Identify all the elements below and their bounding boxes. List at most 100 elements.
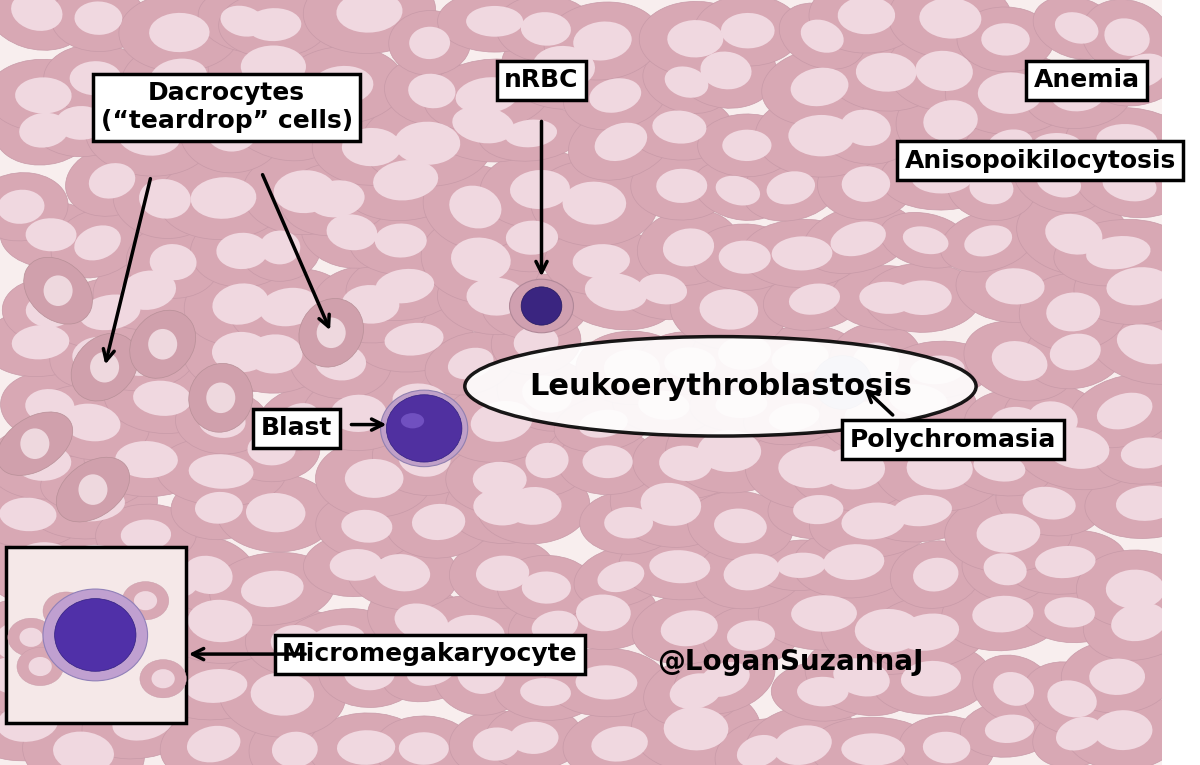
Ellipse shape [0,426,100,499]
Ellipse shape [1055,12,1098,44]
Ellipse shape [697,430,761,472]
Ellipse shape [206,382,235,413]
Ellipse shape [883,341,992,399]
Ellipse shape [449,186,502,229]
Ellipse shape [700,662,750,697]
Ellipse shape [84,422,209,496]
Ellipse shape [0,481,85,548]
Ellipse shape [194,492,242,524]
Ellipse shape [973,655,1055,723]
Ellipse shape [449,711,542,765]
Ellipse shape [703,605,799,666]
Ellipse shape [1116,486,1178,521]
Ellipse shape [386,395,462,462]
Ellipse shape [548,576,659,649]
Ellipse shape [1094,422,1199,484]
Ellipse shape [154,652,278,720]
Ellipse shape [449,538,556,608]
Ellipse shape [763,268,865,330]
Ellipse shape [212,283,269,324]
Ellipse shape [1106,570,1165,609]
Ellipse shape [674,33,778,109]
Ellipse shape [115,441,178,478]
Ellipse shape [506,220,558,255]
Ellipse shape [408,73,456,109]
Ellipse shape [509,290,562,323]
Ellipse shape [480,151,600,229]
Ellipse shape [986,129,1033,161]
Ellipse shape [409,27,450,59]
Ellipse shape [90,352,119,382]
Ellipse shape [43,44,148,112]
Ellipse shape [863,479,982,542]
Ellipse shape [664,707,728,750]
Ellipse shape [497,357,598,431]
Ellipse shape [530,160,658,246]
Ellipse shape [1048,680,1097,718]
Ellipse shape [121,519,172,550]
Ellipse shape [184,555,233,594]
Ellipse shape [119,0,240,72]
Ellipse shape [316,440,433,517]
Ellipse shape [589,78,641,112]
Ellipse shape [407,654,456,686]
Ellipse shape [104,363,221,434]
Ellipse shape [744,705,860,765]
Ellipse shape [724,554,780,591]
Ellipse shape [246,8,301,41]
Ellipse shape [25,218,77,252]
Ellipse shape [82,685,204,759]
Ellipse shape [482,274,589,340]
Ellipse shape [55,601,78,620]
Ellipse shape [25,389,74,424]
Ellipse shape [425,332,516,395]
Ellipse shape [361,100,493,187]
Ellipse shape [0,308,98,376]
Ellipse shape [245,608,347,676]
Ellipse shape [476,468,589,544]
Ellipse shape [1032,133,1082,158]
Ellipse shape [384,57,479,125]
Ellipse shape [701,51,751,90]
Ellipse shape [1090,659,1145,695]
Ellipse shape [727,620,775,651]
Ellipse shape [182,311,299,392]
Ellipse shape [947,156,1036,220]
Ellipse shape [576,666,637,699]
Ellipse shape [910,356,965,384]
Ellipse shape [666,409,793,493]
Ellipse shape [1050,334,1100,370]
Ellipse shape [821,448,886,490]
Ellipse shape [440,380,563,462]
Ellipse shape [43,275,73,306]
Ellipse shape [457,651,505,694]
Ellipse shape [1103,169,1157,201]
Ellipse shape [76,600,131,636]
Ellipse shape [894,281,952,315]
Ellipse shape [1061,640,1172,713]
Ellipse shape [852,343,899,382]
Ellipse shape [185,669,247,703]
Ellipse shape [510,279,574,333]
Ellipse shape [982,23,1030,56]
Ellipse shape [721,13,775,48]
Ellipse shape [797,677,848,706]
Ellipse shape [722,130,772,161]
Ellipse shape [374,223,427,258]
Ellipse shape [317,317,346,348]
Ellipse shape [218,314,330,393]
Ellipse shape [2,278,96,343]
Ellipse shape [1033,0,1120,60]
Ellipse shape [520,678,571,706]
Ellipse shape [413,596,535,672]
Ellipse shape [476,555,529,591]
Ellipse shape [223,80,336,161]
Ellipse shape [632,592,746,664]
Ellipse shape [743,326,857,389]
Text: Leukoerythroblastosis: Leukoerythroblastosis [529,372,912,401]
Ellipse shape [1014,152,1103,213]
Ellipse shape [157,156,289,239]
Ellipse shape [115,594,176,636]
Ellipse shape [715,176,760,206]
Ellipse shape [502,24,626,109]
